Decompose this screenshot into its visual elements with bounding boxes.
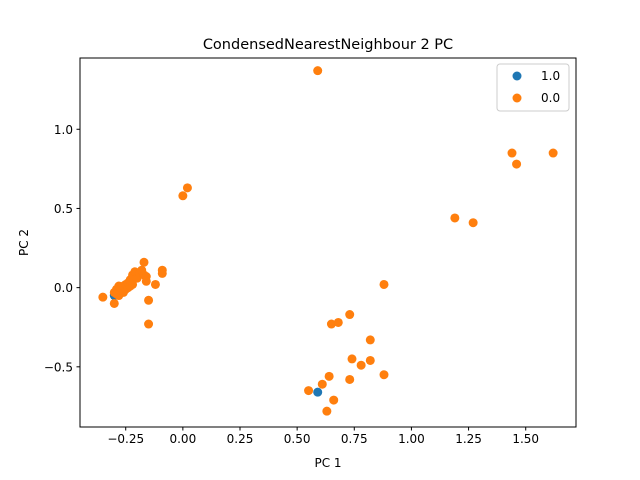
point-class-0-0 bbox=[144, 319, 154, 329]
legend-marker-0 bbox=[512, 93, 522, 103]
point-class-0-0 bbox=[450, 213, 460, 223]
point-class-0-0 bbox=[182, 183, 192, 193]
point-class-0-0 bbox=[109, 298, 119, 308]
point-class-0-0 bbox=[144, 295, 154, 305]
point-class-0-0 bbox=[356, 360, 366, 370]
x-tick-label: 1.00 bbox=[398, 432, 425, 446]
point-class-0-0 bbox=[365, 355, 375, 365]
point-class-0-0 bbox=[324, 371, 334, 381]
point-class-0-0 bbox=[150, 279, 160, 289]
point-class-0-0 bbox=[345, 310, 355, 320]
point-class-0-0 bbox=[345, 374, 355, 384]
x-tick-label: 0.50 bbox=[284, 432, 311, 446]
point-class-0-0 bbox=[178, 191, 188, 201]
point-class-0-0 bbox=[329, 395, 339, 405]
legend-marker-1 bbox=[512, 71, 522, 81]
y-axis-label: PC 2 bbox=[17, 229, 31, 256]
point-class-0-0 bbox=[512, 159, 522, 169]
point-class-0-0 bbox=[379, 370, 389, 380]
points-layer bbox=[98, 66, 558, 416]
point-class-0-0 bbox=[317, 379, 327, 389]
y-tick-label: 1.0 bbox=[54, 123, 73, 137]
point-class-0-0 bbox=[98, 292, 108, 302]
plot-frame bbox=[79, 57, 577, 428]
point-class-0-0 bbox=[157, 268, 167, 278]
y-axis: −0.5 0.0 0.5 1.0 bbox=[44, 123, 80, 374]
y-tick-label: 0.5 bbox=[54, 202, 73, 216]
x-axis-label: PC 1 bbox=[314, 456, 341, 470]
chart-title: CondensedNearestNeighbour 2 PC bbox=[203, 37, 453, 53]
point-class-0-0 bbox=[139, 257, 149, 267]
point-class-0-0 bbox=[333, 317, 343, 327]
x-tick-label: 1.50 bbox=[512, 432, 539, 446]
y-tick-label: −0.5 bbox=[44, 360, 73, 374]
x-tick-label: 1.25 bbox=[455, 432, 482, 446]
y-tick-label: 0.0 bbox=[54, 281, 73, 295]
point-class-0-0 bbox=[507, 148, 517, 158]
x-tick-label: 0.75 bbox=[341, 432, 368, 446]
legend-label-0: 0.0 bbox=[541, 91, 560, 105]
point-class-0-0 bbox=[141, 276, 151, 286]
point-class-1-0 bbox=[313, 387, 323, 397]
point-class-0-0 bbox=[548, 148, 558, 158]
point-class-0-0 bbox=[326, 319, 336, 329]
point-class-0-0 bbox=[468, 218, 478, 228]
point-class-0-0 bbox=[322, 406, 332, 416]
point-class-0-0 bbox=[313, 66, 323, 76]
legend-label-1: 1.0 bbox=[541, 69, 560, 83]
x-tick-label: 0.00 bbox=[169, 432, 196, 446]
point-class-0-0 bbox=[347, 354, 357, 364]
point-class-0-0 bbox=[379, 279, 389, 289]
point-class-0-0 bbox=[365, 335, 375, 345]
x-axis: −0.25 0.00 0.25 0.50 0.75 1.00 1.25 1.50 bbox=[107, 427, 539, 446]
x-tick-label: −0.25 bbox=[107, 432, 144, 446]
point-class-0-0 bbox=[128, 279, 138, 289]
x-tick-label: 0.25 bbox=[227, 432, 254, 446]
legend: 1.0 0.0 bbox=[496, 63, 570, 112]
point-class-0-0 bbox=[304, 386, 314, 396]
